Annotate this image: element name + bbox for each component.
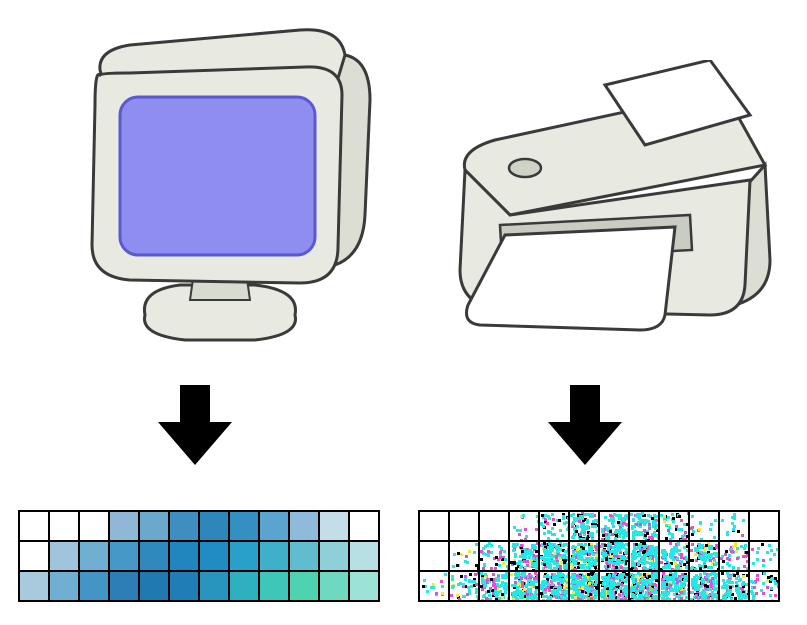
monitor-illustration <box>40 15 390 355</box>
arrow-down-left <box>150 380 240 470</box>
pixel-cell <box>20 542 50 572</box>
pixel-cell <box>320 512 350 542</box>
dither-cell <box>450 512 480 542</box>
dither-cell <box>720 572 750 602</box>
dither-cell <box>600 542 630 572</box>
dither-cell <box>420 572 450 602</box>
dither-cell <box>480 512 510 542</box>
pixel-cell <box>170 512 200 542</box>
dither-cell <box>570 542 600 572</box>
dither-cell <box>540 542 570 572</box>
pixel-cell <box>110 512 140 542</box>
dither-cell <box>690 512 720 542</box>
dither-cell <box>450 572 480 602</box>
dither-cell <box>750 542 780 572</box>
pixel-cell <box>170 542 200 572</box>
pixel-cell <box>290 512 320 542</box>
pixel-cell <box>230 512 260 542</box>
pixel-cell <box>20 512 50 542</box>
pixel-cell <box>170 572 200 602</box>
pixel-cell <box>80 512 110 542</box>
dither-cell <box>510 542 540 572</box>
pixel-cell <box>200 512 230 542</box>
pixel-cell <box>80 542 110 572</box>
pixel-cell <box>50 572 80 602</box>
pixel-cell <box>290 542 320 572</box>
dither-cell <box>600 512 630 542</box>
pixel-cell <box>320 572 350 602</box>
dither-cell <box>480 572 510 602</box>
dither-cell <box>690 542 720 572</box>
pixel-cell <box>350 512 380 542</box>
pixel-cell <box>260 512 290 542</box>
dither-cell <box>540 512 570 542</box>
pixel-cell <box>50 512 80 542</box>
pixel-cell <box>320 542 350 572</box>
dither-cell <box>420 512 450 542</box>
dither-cell <box>720 512 750 542</box>
pixel-cell <box>230 542 260 572</box>
pixel-cell <box>260 542 290 572</box>
dither-cell <box>480 542 510 572</box>
pixel-cell <box>50 542 80 572</box>
pixel-cell <box>110 542 140 572</box>
monitor-pixel-grid <box>18 510 380 602</box>
printer-illustration <box>410 60 790 360</box>
dither-cell <box>690 572 720 602</box>
dither-cell <box>660 572 690 602</box>
printer-dither-grid <box>418 510 780 602</box>
dither-cell <box>510 512 540 542</box>
dither-cell <box>570 512 600 542</box>
pixel-cell <box>140 512 170 542</box>
dither-cell <box>600 572 630 602</box>
dither-cell <box>510 572 540 602</box>
pixel-cell <box>140 542 170 572</box>
pixel-cell <box>350 572 380 602</box>
dither-cell <box>630 572 660 602</box>
pixel-cell <box>290 572 320 602</box>
printer-column <box>410 60 790 360</box>
dither-cell <box>420 542 450 572</box>
pixel-cell <box>260 572 290 602</box>
dither-cell <box>570 572 600 602</box>
pixel-cell <box>350 542 380 572</box>
dither-cell <box>630 542 660 572</box>
dither-cell <box>540 572 570 602</box>
pixel-cell <box>230 572 260 602</box>
monitor-column <box>30 15 400 355</box>
arrow-down-right <box>540 380 630 470</box>
pixel-cell <box>140 572 170 602</box>
pixel-cell <box>20 572 50 602</box>
dither-cell <box>450 542 480 572</box>
dither-cell <box>630 512 660 542</box>
pixel-cell <box>80 572 110 602</box>
dither-cell <box>660 542 690 572</box>
pixel-cell <box>200 572 230 602</box>
dither-cell <box>750 572 780 602</box>
dither-cell <box>720 542 750 572</box>
dither-cell <box>660 512 690 542</box>
dither-cell <box>750 512 780 542</box>
pixel-cell <box>110 572 140 602</box>
pixel-cell <box>200 542 230 572</box>
